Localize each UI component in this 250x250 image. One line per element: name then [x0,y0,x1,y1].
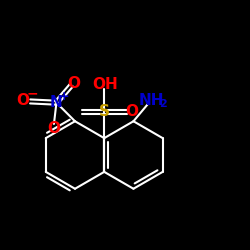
Text: NH: NH [138,92,164,108]
Text: O: O [17,94,30,108]
Text: O: O [68,76,80,91]
Text: O: O [125,104,138,120]
Text: S: S [99,104,110,120]
Text: OH: OH [92,78,118,92]
Text: 2: 2 [159,99,167,109]
Text: N: N [50,95,63,110]
Text: −: − [26,86,38,101]
Text: +: + [58,90,69,103]
Text: O: O [48,121,60,136]
